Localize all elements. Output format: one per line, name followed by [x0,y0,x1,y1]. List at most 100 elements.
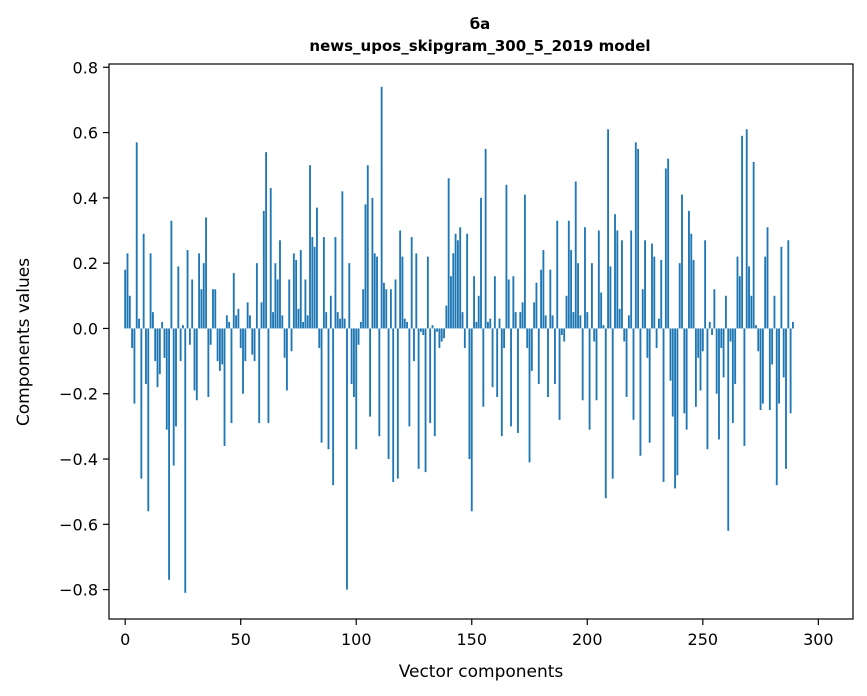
bar-67 [279,240,281,329]
bar-255 [713,289,716,329]
bar-18 [165,328,168,430]
bar-224 [641,289,644,329]
bar-106 [369,328,372,417]
bar-280 [771,328,774,365]
chart-subtitle: news_upos_skipgram_300_5_2019 model [309,37,650,55]
bar-102 [359,321,362,329]
bar-88 [327,328,330,450]
bar-277 [764,256,767,329]
bar-195 [574,181,577,329]
x-tick-label: 250 [688,630,719,649]
bar-138 [443,328,445,339]
bar-26 [184,328,187,593]
bar-171 [519,312,522,329]
bar-250 [701,328,704,352]
bar-260 [725,295,727,329]
bar-9 [145,328,147,384]
bar-269 [745,129,748,329]
bar-187 [556,220,559,329]
bar-124 [410,237,413,329]
bar-2 [128,295,131,329]
bar-87 [325,312,328,329]
bar-40 [216,328,219,362]
bar-136 [438,328,441,349]
bar-48 [235,315,238,329]
y-tick-label: 0.8 [73,58,98,77]
bar-289 [792,321,794,329]
bar-3 [131,328,134,349]
bar-180 [540,269,542,329]
bar-196 [577,263,579,329]
bar-244 [688,210,690,329]
bar-263 [731,328,734,424]
bar-239 [676,328,679,476]
bar-58 [258,328,261,424]
bar-240 [678,263,681,329]
y-tick-label: −0.8 [59,581,98,600]
bar-184 [549,269,552,329]
bar-168 [512,276,515,329]
bar-105 [366,165,369,329]
bar-108 [373,253,376,329]
bar-276 [761,328,764,404]
bar-56 [253,328,256,362]
bar-118 [396,328,399,479]
bar-139 [445,305,448,329]
bar-181 [542,250,545,329]
bar-146 [461,312,464,329]
bar-19 [168,328,170,580]
bar-140 [447,178,450,329]
bar-236 [669,328,672,381]
bar-57 [255,263,258,329]
bar-208 [604,328,607,499]
bar-225 [644,240,646,329]
bar-245 [690,233,693,329]
bar-222 [637,148,640,329]
bar-113 [385,289,388,329]
bar-254 [711,328,713,335]
bar-283 [778,328,780,404]
bar-176 [530,328,533,371]
bar-265 [736,256,739,329]
bar-197 [579,315,582,329]
bar-169 [514,312,517,329]
bar-170 [517,328,519,433]
bar-191 [565,295,568,329]
bar-282 [775,328,778,486]
bar-183 [547,328,549,397]
bar-21 [172,328,175,466]
x-tick-label: 100 [341,630,372,649]
bar-15 [158,328,161,375]
bar-246 [692,259,695,329]
bar-115 [389,289,392,329]
bar-185 [551,315,554,329]
bar-39 [214,289,217,329]
bar-25 [182,325,184,329]
bar-22 [175,328,177,427]
bar-190 [563,328,566,342]
bar-71 [288,279,291,329]
bar-70 [285,328,288,391]
bar-258 [720,328,723,349]
x-tick-label: 50 [231,630,251,649]
bar-78 [304,279,307,329]
bar-104 [364,204,367,329]
bar-221 [634,142,637,329]
bar-73 [292,253,295,329]
bar-202 [590,263,593,329]
bar-72 [290,328,293,352]
bar-165 [505,184,508,329]
bar-81 [311,237,314,329]
bar-46 [230,328,233,424]
bar-30 [193,328,196,391]
bar-243 [685,328,688,430]
bar-218 [627,315,630,329]
bar-64 [272,312,274,329]
bar-14 [156,328,159,388]
bar-211 [611,328,614,479]
bar-286 [785,328,787,469]
bar-210 [609,266,612,329]
bar-220 [632,328,635,420]
bar-279 [768,328,771,411]
